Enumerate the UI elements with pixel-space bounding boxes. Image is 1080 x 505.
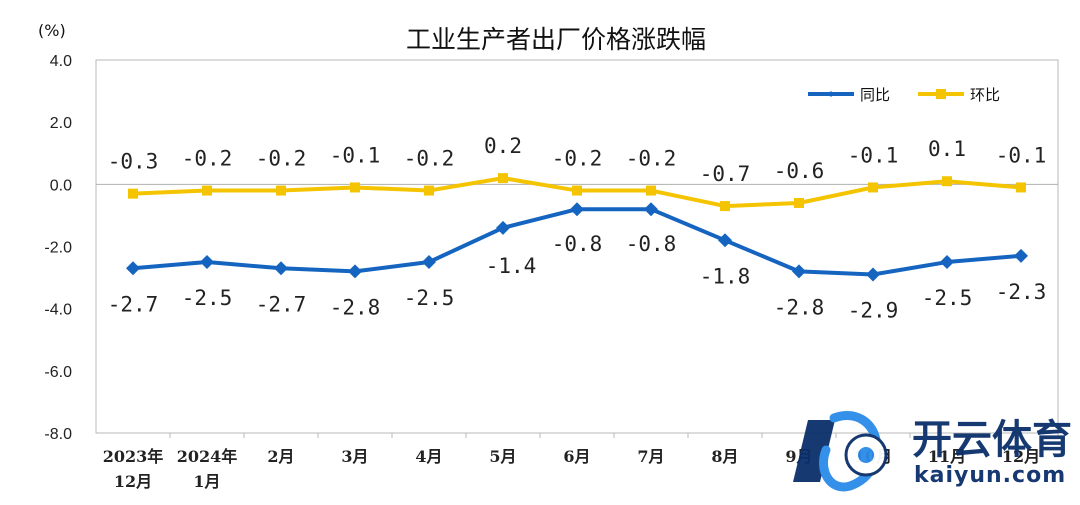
data-label: -2.5 [922, 286, 973, 310]
data-point [496, 220, 510, 235]
legend-label: 同比 [860, 86, 890, 104]
data-point [348, 264, 362, 279]
series-group [126, 173, 1028, 282]
data-point [940, 255, 954, 270]
data-label: -0.2 [182, 147, 233, 171]
data-label: -1.8 [700, 264, 751, 288]
y-axis: 4.0 2.0 0.0 -2.0 -4.0 -6.0 -8.0 [44, 53, 72, 443]
x-tick-label: 7月 [637, 447, 664, 466]
data-labels: -2.7 -2.5 -2.7 -2.8 -2.5 -1.4 -0.8 -0.8 -1.8 -2.8… [108, 134, 1047, 322]
data-point [128, 188, 138, 199]
data-label: -2.5 [182, 286, 233, 310]
data-label: -2.7 [108, 292, 159, 316]
data-point [422, 255, 436, 270]
data-point [866, 267, 880, 282]
data-point [424, 185, 434, 196]
y-tick-label: -4.0 [44, 302, 72, 319]
x-tick-label: 4月 [415, 447, 442, 466]
data-label: 0.1 [928, 137, 966, 161]
data-label: -2.3 [996, 280, 1047, 304]
x-tick-label: 5月 [489, 447, 516, 466]
x-tick-label: 8月 [711, 447, 738, 466]
data-point [1014, 248, 1028, 263]
x-tick-label: 3月 [341, 447, 368, 466]
data-point [720, 201, 730, 212]
data-label: -2.9 [848, 298, 899, 322]
legend-marker [936, 89, 946, 99]
data-point [126, 261, 140, 276]
data-label: -2.5 [404, 286, 455, 310]
plot-area [95, 59, 1059, 434]
data-label: -0.3 [108, 150, 159, 174]
data-point [718, 233, 732, 248]
data-point [202, 185, 212, 196]
x-tick-label: 1月 [193, 472, 220, 491]
data-label: -0.7 [700, 162, 751, 186]
y-tick-label: -8.0 [44, 426, 72, 443]
data-point [792, 264, 806, 279]
y-tick-label: 0.0 [50, 177, 72, 194]
x-tick-label: 11月 [928, 447, 966, 466]
data-label: -0.8 [626, 232, 677, 256]
y-tick-label: 2.0 [50, 115, 72, 132]
y-tick-label: 4.0 [50, 53, 72, 70]
data-label: -0.2 [626, 147, 677, 171]
watermark-text-en: kaiyun.com [914, 463, 1066, 488]
data-label: -0.1 [996, 143, 1047, 167]
legend-label: 环比 [970, 86, 1000, 104]
legend: 同比 环比 [808, 86, 1000, 104]
y-axis-unit: (%) [38, 21, 66, 40]
data-point [570, 202, 584, 217]
data-point [644, 202, 658, 217]
data-label: -1.4 [486, 254, 537, 278]
x-tick-label: 2024年 [177, 447, 238, 466]
data-label: -0.2 [552, 147, 603, 171]
data-label: 0.2 [484, 134, 522, 158]
data-label: -0.2 [256, 147, 307, 171]
data-point [794, 197, 804, 208]
watermark-logo-icon [793, 411, 888, 492]
x-tick-label: 2023年 [103, 447, 164, 466]
x-axis: 2023年12月2024年1月2月3月4月5月6月7月8月9月10月11月12月 [103, 433, 1059, 491]
x-tick-label: 6月 [563, 447, 590, 466]
watermark: 开云体育 kaiyun.com [793, 411, 1072, 492]
data-point [1016, 182, 1026, 193]
data-label: -0.1 [330, 143, 381, 167]
y-tick-label: -2.0 [44, 240, 72, 257]
x-tick-label: 2月 [267, 447, 294, 466]
data-label: -2.8 [330, 295, 381, 319]
data-point [646, 185, 656, 196]
data-label: -0.1 [848, 143, 899, 167]
data-point [200, 255, 214, 270]
chart-title: 工业生产者出厂价格涨跌幅 [406, 25, 706, 54]
data-label: -0.8 [552, 232, 603, 256]
data-label: -2.7 [256, 292, 307, 316]
data-label: -0.6 [774, 159, 825, 183]
data-label: -0.2 [404, 147, 455, 171]
data-point [274, 261, 288, 276]
data-point [276, 185, 286, 196]
data-point [942, 176, 952, 187]
watermark-text-cn: 开云体育 [912, 417, 1072, 463]
x-tick-label: 12月 [1002, 447, 1040, 466]
data-point [350, 182, 360, 193]
data-point [498, 173, 508, 184]
x-tick-label: 12月 [114, 472, 152, 491]
data-label: -2.8 [774, 295, 825, 319]
y-tick-label: -6.0 [44, 364, 72, 381]
data-point [868, 182, 878, 193]
data-point [572, 185, 582, 196]
legend-marker [828, 91, 834, 97]
